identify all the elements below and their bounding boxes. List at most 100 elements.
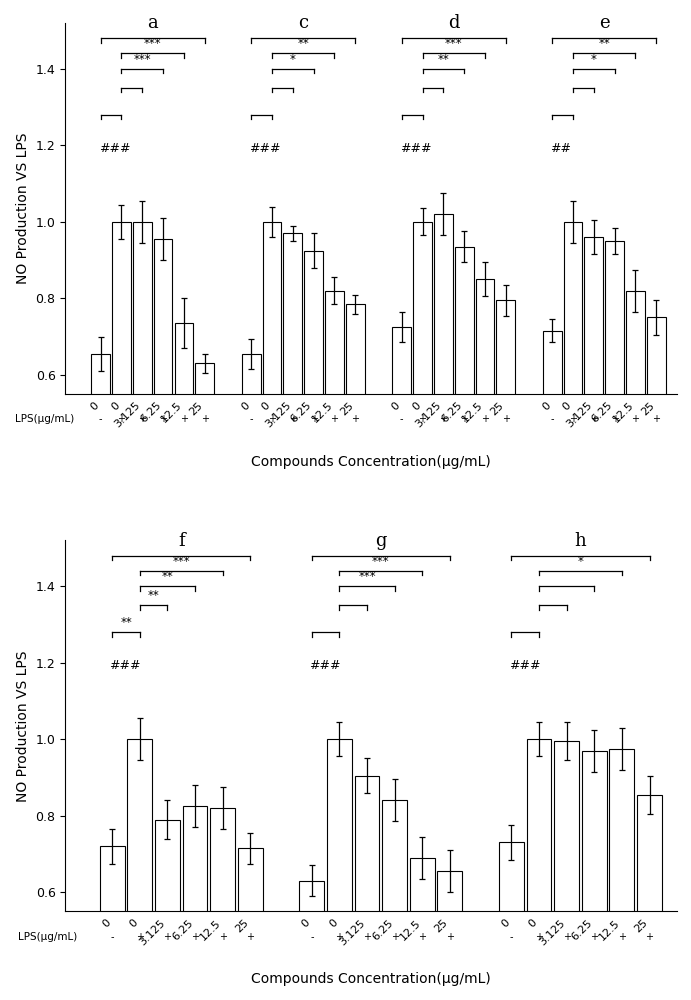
Bar <box>496 300 515 604</box>
Text: +: + <box>419 414 426 424</box>
Text: +: + <box>652 414 661 424</box>
Text: e: e <box>599 14 609 32</box>
Bar <box>299 881 324 1000</box>
Text: +: + <box>569 414 577 424</box>
Text: +: + <box>390 932 399 942</box>
Text: **: ** <box>148 589 160 602</box>
Text: *: * <box>578 555 583 568</box>
Text: +: + <box>632 414 639 424</box>
Text: +: + <box>562 932 571 942</box>
Text: +: + <box>535 932 543 942</box>
Bar <box>325 291 344 604</box>
Text: +: + <box>446 932 454 942</box>
Text: +: + <box>481 414 489 424</box>
Text: **: ** <box>437 53 449 66</box>
Text: +: + <box>268 414 276 424</box>
Text: ###: ### <box>399 142 431 155</box>
Text: *: * <box>290 53 296 66</box>
Text: c: c <box>299 14 308 32</box>
Text: ***: *** <box>372 555 390 568</box>
Text: -: - <box>310 932 314 942</box>
Text: +: + <box>218 932 227 942</box>
Bar <box>91 354 110 604</box>
Bar <box>210 808 235 1000</box>
Text: +: + <box>191 932 199 942</box>
Bar <box>437 871 462 1000</box>
Bar <box>585 237 603 604</box>
Text: ###: ### <box>99 142 130 155</box>
Text: -: - <box>249 414 253 424</box>
Bar <box>564 222 583 604</box>
Bar <box>154 239 173 604</box>
Text: +: + <box>310 414 318 424</box>
Text: +: + <box>246 932 254 942</box>
Text: +: + <box>138 414 146 424</box>
Text: ***: *** <box>133 53 151 66</box>
Bar <box>242 354 261 604</box>
Text: +: + <box>201 414 209 424</box>
X-axis label: Compounds Concentration(μg/mL): Compounds Concentration(μg/mL) <box>252 972 491 986</box>
Text: +: + <box>180 414 188 424</box>
Text: +: + <box>117 414 126 424</box>
Text: **: ** <box>297 37 309 50</box>
Text: -: - <box>99 414 102 424</box>
Bar <box>112 222 131 604</box>
Bar <box>182 806 207 1000</box>
Text: +: + <box>618 932 626 942</box>
Text: +: + <box>502 414 510 424</box>
Bar <box>346 304 365 604</box>
Text: +: + <box>164 932 171 942</box>
Bar <box>263 222 281 604</box>
Bar <box>455 247 473 604</box>
Text: -: - <box>111 932 114 942</box>
Text: d: d <box>448 14 460 32</box>
Text: h: h <box>575 532 587 550</box>
Bar <box>304 251 323 604</box>
Text: +: + <box>590 414 598 424</box>
Text: *: * <box>591 53 597 66</box>
Bar <box>100 846 124 1000</box>
Text: +: + <box>645 932 654 942</box>
Text: +: + <box>289 414 297 424</box>
Text: **: ** <box>598 37 610 50</box>
Bar <box>626 291 645 604</box>
Text: +: + <box>335 932 343 942</box>
Bar <box>434 214 453 604</box>
Text: ***: *** <box>173 555 190 568</box>
Bar <box>382 800 407 1000</box>
Bar <box>327 739 352 1000</box>
Bar <box>354 776 379 1000</box>
Text: ###: ### <box>309 659 341 672</box>
Text: +: + <box>330 414 339 424</box>
Text: ***: *** <box>144 37 162 50</box>
Bar <box>554 741 579 1000</box>
Text: +: + <box>351 414 359 424</box>
Bar <box>175 323 193 604</box>
Text: **: ** <box>162 570 173 583</box>
Text: **: ** <box>120 616 132 629</box>
Bar <box>238 848 263 1000</box>
Y-axis label: NO Production VS LPS: NO Production VS LPS <box>16 650 30 802</box>
Text: ***: *** <box>358 570 376 583</box>
Text: +: + <box>590 932 598 942</box>
Bar <box>133 222 152 604</box>
Bar <box>609 749 634 1000</box>
Text: LPS(μg/mL): LPS(μg/mL) <box>15 414 74 424</box>
Text: a: a <box>147 14 158 32</box>
Text: -: - <box>510 932 513 942</box>
Text: +: + <box>159 414 167 424</box>
Bar <box>527 739 551 1000</box>
Bar <box>582 751 607 1000</box>
Bar <box>543 331 562 604</box>
Text: +: + <box>611 414 618 424</box>
Bar <box>647 317 665 604</box>
Text: -: - <box>400 414 404 424</box>
Bar <box>127 739 152 1000</box>
Bar <box>410 858 435 1000</box>
Text: ***: *** <box>445 37 462 50</box>
Bar <box>392 327 411 604</box>
Text: +: + <box>136 932 144 942</box>
Bar <box>499 842 524 1000</box>
Bar <box>155 820 180 1000</box>
Text: +: + <box>439 414 447 424</box>
